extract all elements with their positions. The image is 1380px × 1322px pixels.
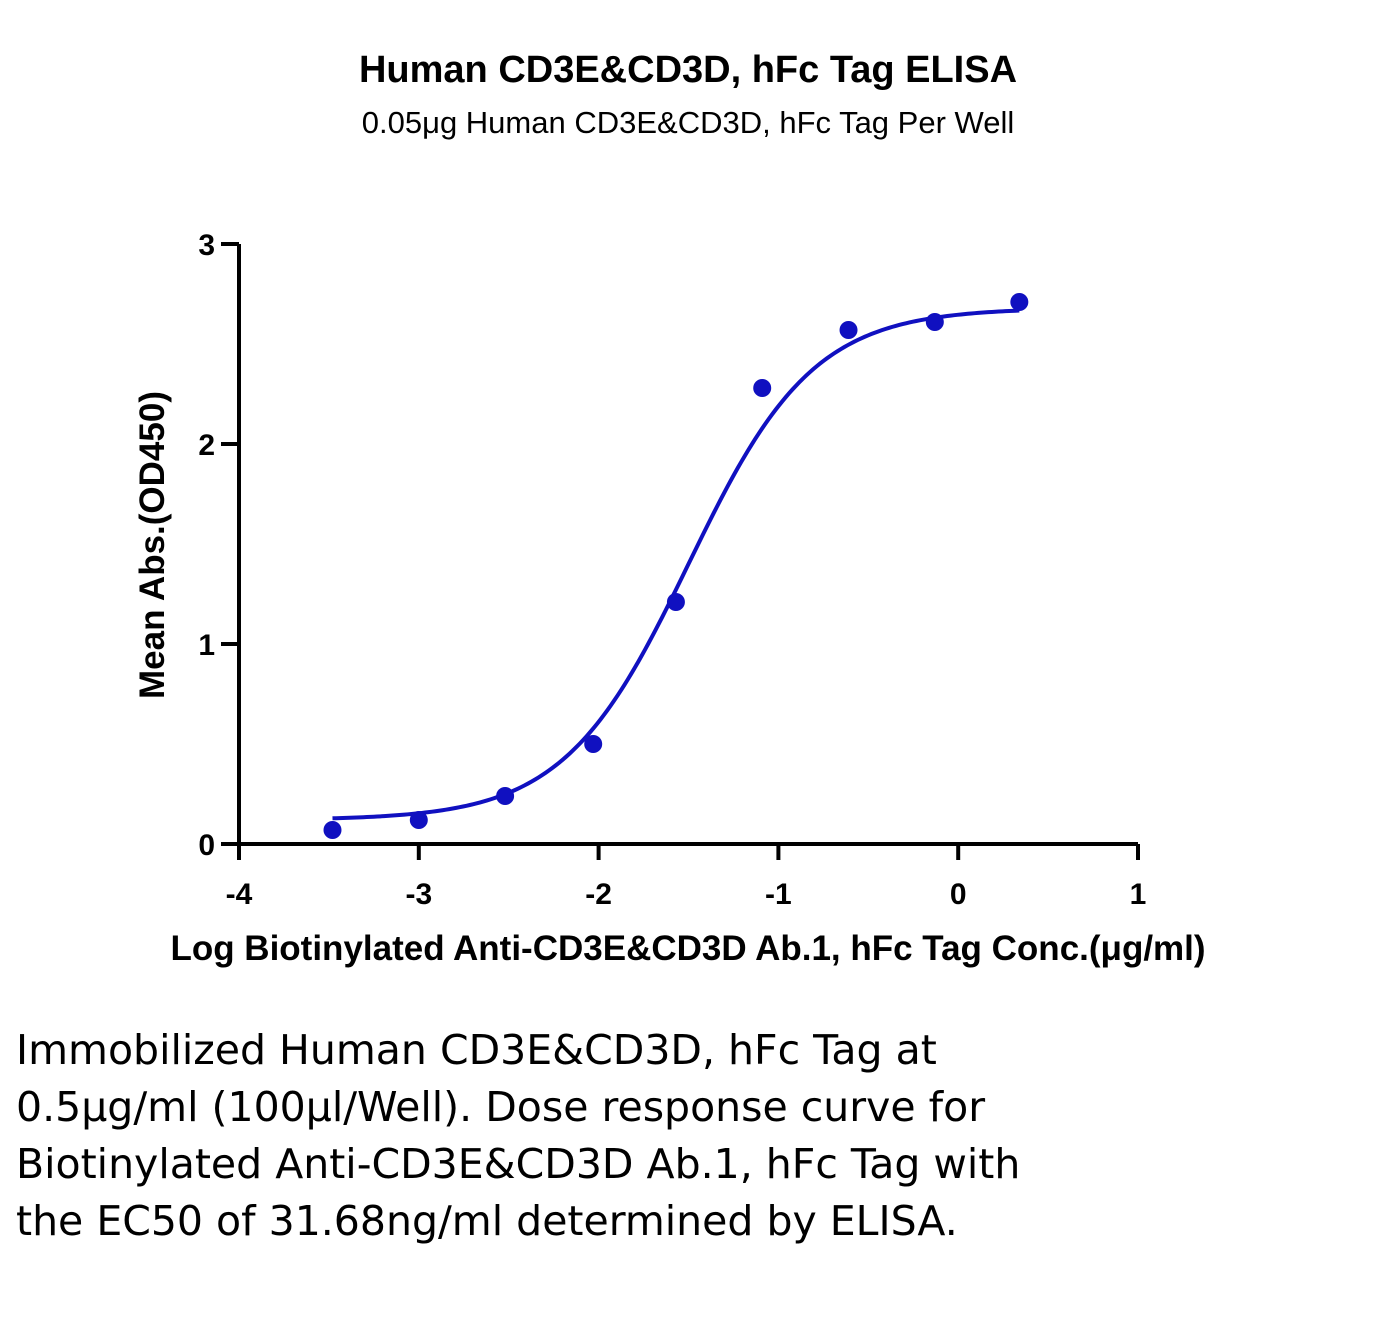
chart-title: Human CD3E&CD3D, hFc Tag ELISA — [359, 49, 1017, 91]
y-tick-label: 0 — [198, 829, 215, 862]
x-tick-label: 0 — [950, 878, 967, 911]
data-point — [1010, 293, 1029, 311]
y-tick-label: 1 — [198, 629, 215, 662]
y-tick-label: 3 — [198, 229, 215, 262]
y-tick-label: 2 — [198, 429, 215, 462]
fit-curve — [332, 308, 1020, 821]
axes — [237, 244, 1138, 846]
y-axis-ticks: 0 1 2 3 — [198, 229, 239, 862]
x-tick-label: -1 — [765, 878, 792, 911]
x-tick-label: -4 — [226, 878, 253, 911]
figure-caption: Immobilized Human CD3E&CD3D, hFc Tag at … — [16, 1026, 1021, 1245]
data-point — [666, 593, 685, 611]
x-axis-title: Log Biotinylated Anti-CD3E&CD3D Ab.1, hF… — [170, 929, 1205, 968]
x-axis-ticks: -4 -3 -2 -1 0 1 — [226, 844, 1147, 911]
x-tick-label: 1 — [1130, 878, 1147, 911]
elisa-chart: Human CD3E&CD3D, hFc Tag ELISA 0.05μg Hu… — [133, 49, 1206, 968]
data-point — [496, 787, 515, 805]
data-point — [323, 821, 342, 839]
y-axis-title: Mean Abs.(OD450) — [133, 391, 172, 699]
x-tick-label: -3 — [405, 878, 432, 911]
data-points — [323, 293, 1029, 839]
data-point — [409, 811, 428, 829]
data-point — [584, 735, 603, 753]
fit-curve-group — [332, 308, 1020, 821]
data-point — [925, 313, 944, 331]
data-point — [839, 321, 858, 339]
data-point — [753, 379, 772, 397]
x-tick-label: -2 — [585, 878, 612, 911]
chart-subtitle: 0.05μg Human CD3E&CD3D, hFc Tag Per Well — [362, 105, 1014, 140]
